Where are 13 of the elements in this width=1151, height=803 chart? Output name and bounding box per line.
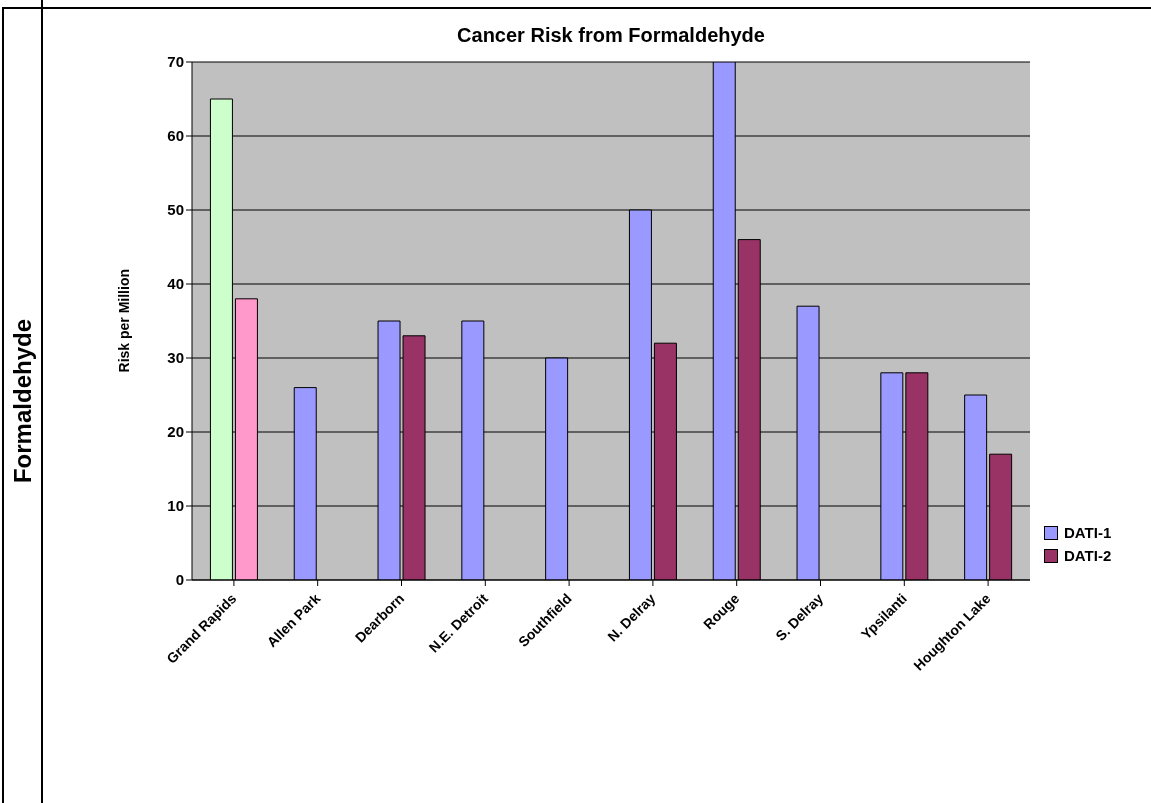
y-tick-label: 70 <box>167 53 184 71</box>
y-tick-label: 0 <box>175 571 184 589</box>
y-axis-title: Risk per Million <box>116 269 132 373</box>
y-tick-label: 20 <box>167 423 184 441</box>
y-tick-label: 40 <box>167 275 184 293</box>
y-tick-label: 60 <box>167 127 184 145</box>
legend-label: DATI-1 <box>1064 524 1112 541</box>
legend-label: DATI-2 <box>1064 547 1112 564</box>
y-tick-label: 30 <box>167 349 184 367</box>
chart-title: Cancer Risk from Formaldehyde <box>456 24 766 47</box>
y-tick-label: 50 <box>167 201 184 219</box>
text: Formaldehyde <box>9 319 37 484</box>
y-tick-label: 10 <box>167 497 184 515</box>
